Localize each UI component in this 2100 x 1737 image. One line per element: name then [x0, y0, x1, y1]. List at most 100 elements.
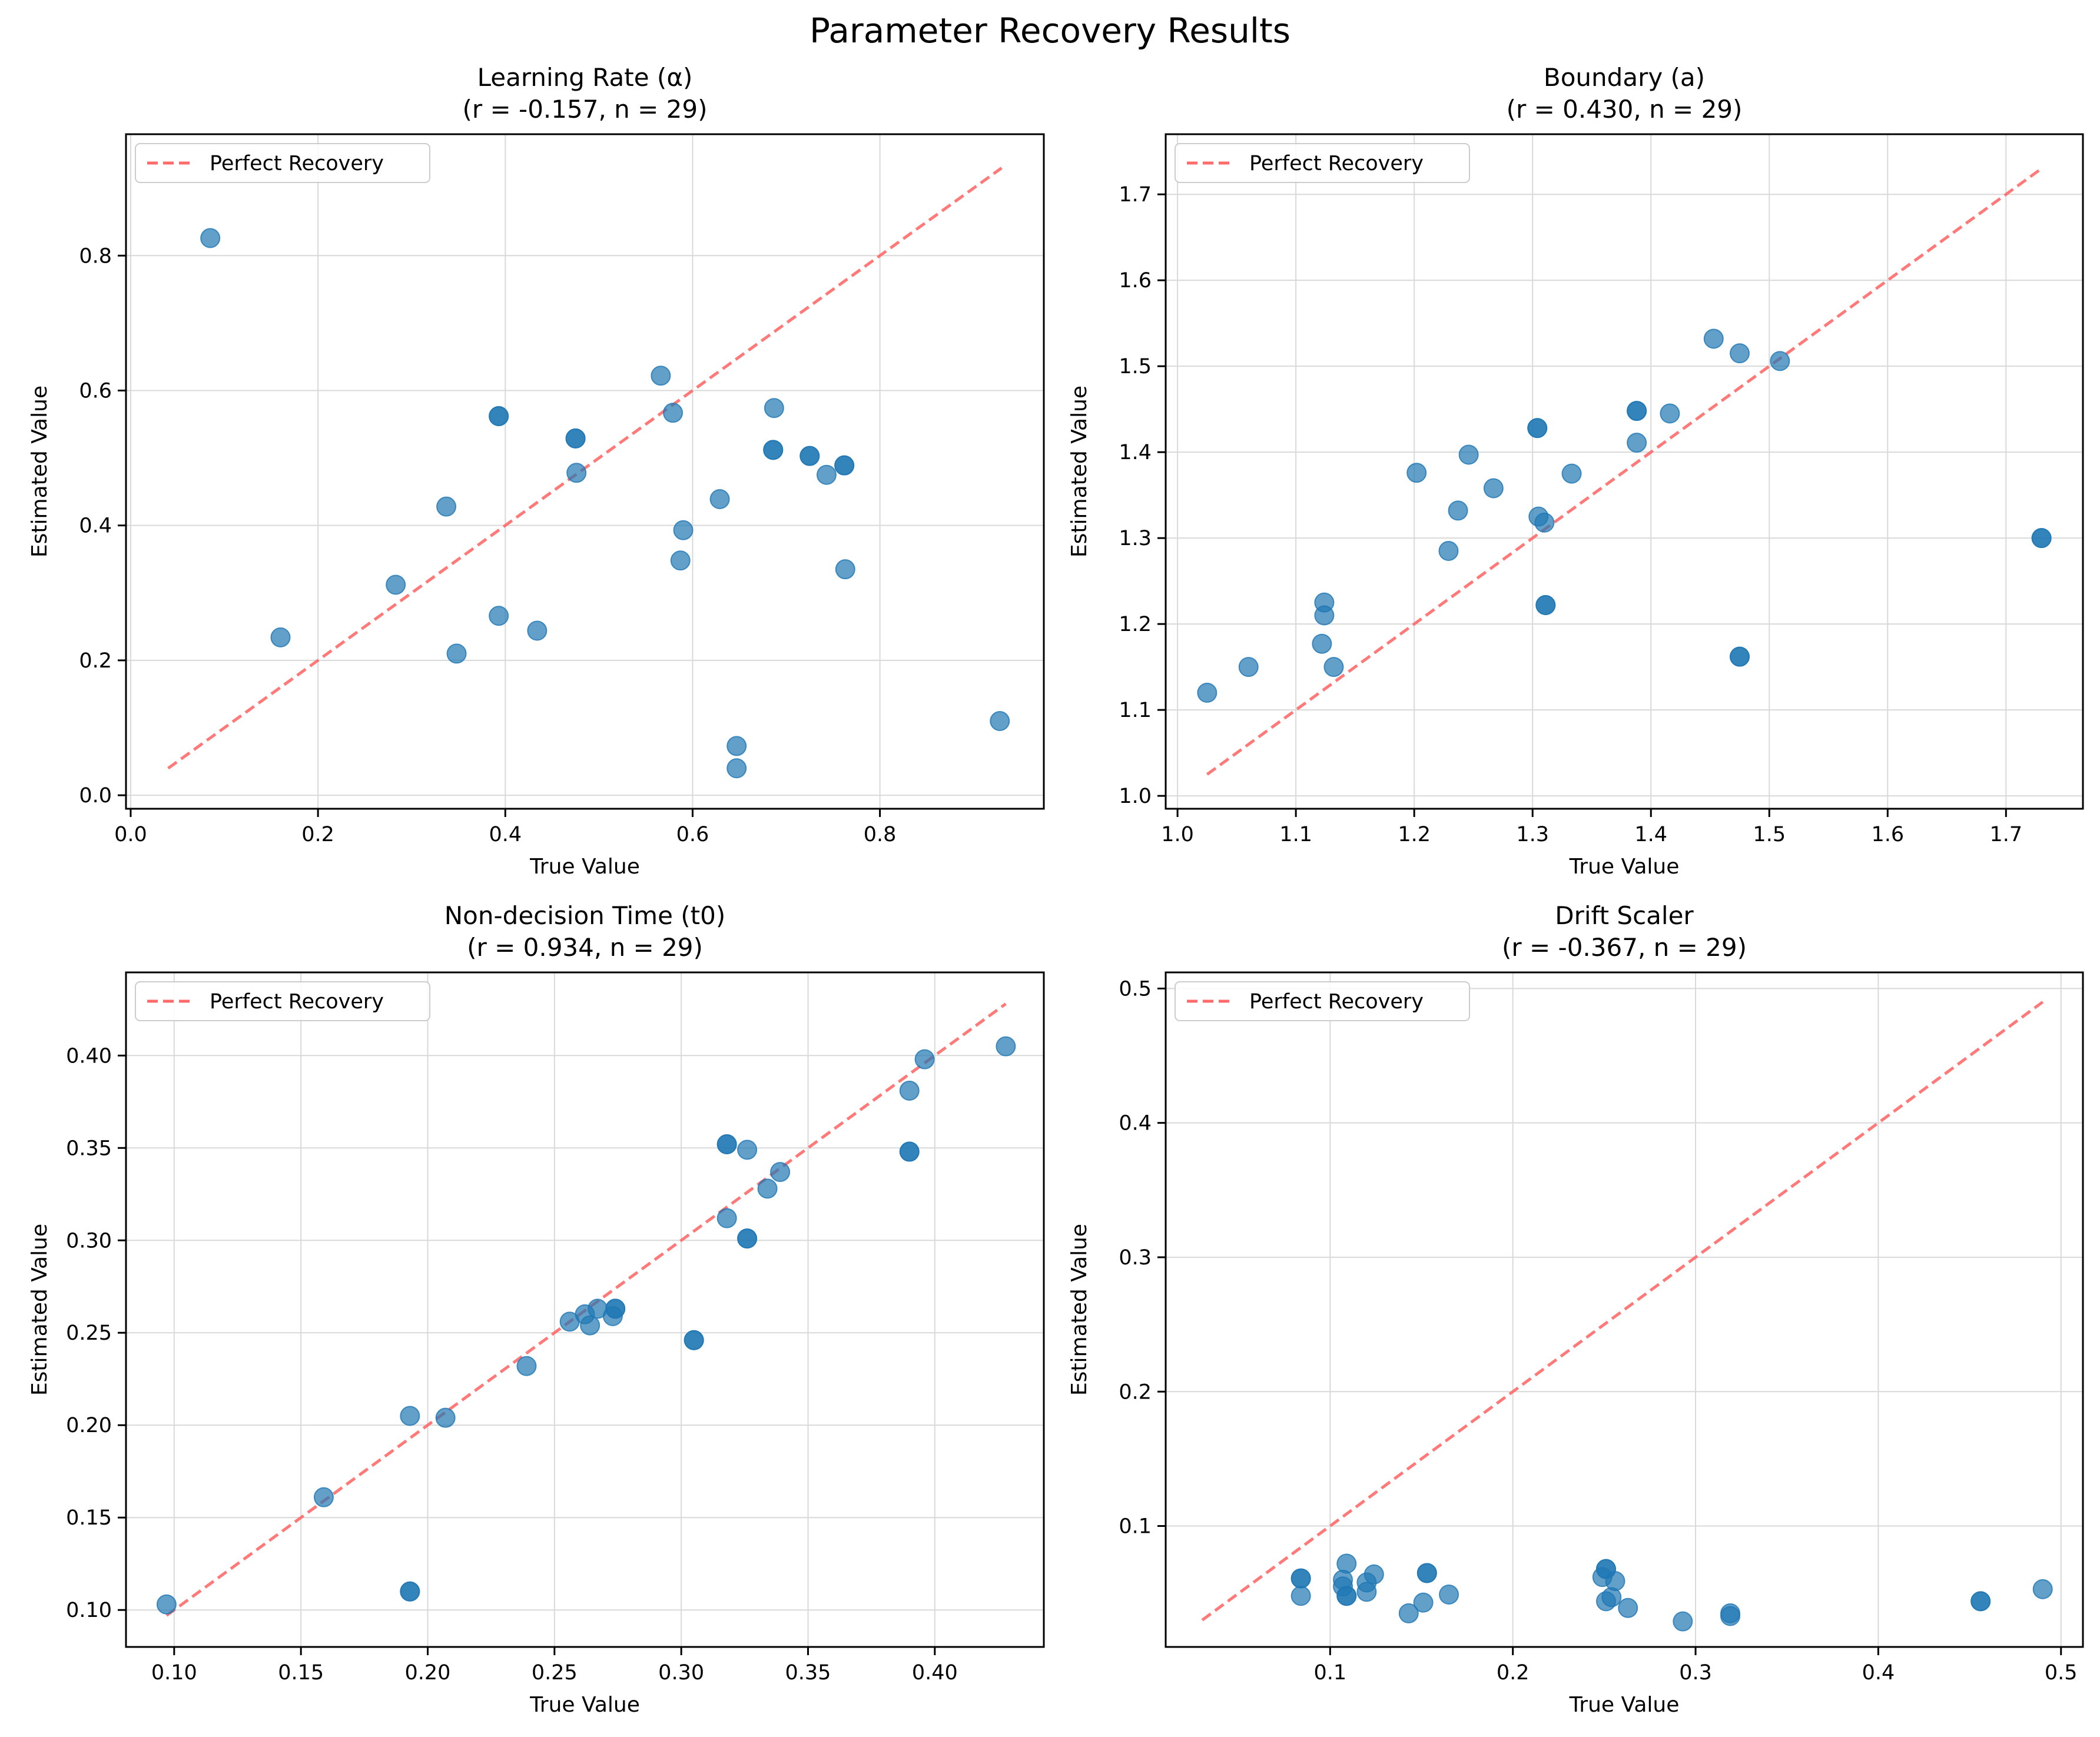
y-axis-label: Estimated Value	[28, 1224, 52, 1396]
chart-subtitle: (r = 0.934, n = 29)	[467, 933, 703, 962]
data-point	[527, 620, 548, 641]
data-point	[1413, 1592, 1434, 1613]
data-point	[1406, 463, 1427, 483]
data-point	[663, 403, 684, 423]
data-point	[1627, 401, 1647, 421]
y-tick-label: 1.1	[1119, 699, 1152, 722]
y-tick-label: 0.25	[66, 1321, 112, 1345]
data-point	[709, 489, 730, 509]
data-point	[1197, 682, 1217, 703]
data-point	[200, 228, 221, 248]
perfect-recovery-line	[165, 1002, 1007, 1617]
x-tick-label: 0.30	[658, 1661, 704, 1685]
data-point	[1703, 328, 1724, 349]
data-point	[763, 440, 784, 460]
plot-frame	[1165, 971, 2084, 1648]
data-point	[757, 1178, 778, 1199]
perfect-recovery-line	[1201, 1001, 2044, 1622]
data-point	[716, 1134, 737, 1154]
y-tick-label: 0.0	[79, 784, 112, 808]
data-point	[1356, 1582, 1377, 1602]
x-tick-label: 1.1	[1279, 823, 1312, 846]
x-tick-label: 1.4	[1634, 823, 1667, 846]
data-point	[651, 366, 671, 386]
data-point	[156, 1594, 177, 1615]
data-point	[726, 736, 747, 756]
data-point	[726, 758, 747, 779]
data-point	[816, 464, 837, 485]
data-point	[1323, 657, 1344, 677]
data-point	[1673, 1611, 1693, 1632]
y-tick-label: 0.40	[66, 1044, 112, 1068]
chart-panel-3: Non-decision Time (t0) (r = 0.934, n = 29…	[28, 901, 1045, 1717]
data-point	[1238, 657, 1259, 677]
chart-panel-1: Learning Rate (α) (r = -0.157, n = 29) 0.0…	[28, 63, 1045, 879]
chart-title: Non-decision Time (t0)	[444, 901, 725, 930]
data-point	[400, 1581, 420, 1602]
y-tick-label: 0.35	[66, 1137, 112, 1160]
data-point	[1660, 403, 1680, 424]
y-tick-label: 0.4	[79, 514, 112, 538]
x-tick-label: 0.5	[2045, 1661, 2078, 1685]
data-point	[764, 398, 784, 419]
data-point	[1312, 633, 1332, 654]
x-tick-label: 1.5	[1753, 823, 1786, 846]
data-point	[799, 446, 820, 466]
legend-label: Perfect Recovery	[210, 152, 384, 175]
chart-subtitle: (r = -0.367, n = 29)	[1502, 933, 1747, 962]
data-point	[670, 550, 691, 571]
chart-subtitle: (r = -0.157, n = 29)	[463, 95, 708, 124]
plot-frame	[125, 971, 1045, 1648]
y-tick-label: 1.3	[1119, 527, 1152, 550]
y-tick-label: 1.5	[1119, 355, 1152, 378]
x-axis-label: True Value	[1569, 855, 1680, 879]
legend-box	[135, 981, 430, 1021]
y-tick-label: 1.6	[1119, 269, 1152, 293]
data-point	[1535, 595, 1556, 616]
chart-subtitle: (r = 0.430, n = 29)	[1507, 95, 1743, 124]
data-point	[1483, 478, 1504, 499]
perfect-recovery-line	[1206, 167, 2043, 776]
data-point	[566, 463, 587, 483]
y-tick-label: 1.7	[1119, 183, 1152, 207]
data-point	[400, 1406, 420, 1426]
legend: Perfect Recovery	[135, 981, 430, 1021]
data-point	[1439, 1584, 1459, 1605]
data-point	[835, 559, 855, 580]
x-tick-label: 0.2	[301, 823, 334, 846]
y-axis-label: Estimated Value	[28, 386, 52, 557]
legend-box	[135, 143, 430, 183]
legend: Perfect Recovery	[135, 143, 430, 183]
y-axis-label: Estimated Value	[1067, 386, 1092, 557]
data-point	[1336, 1586, 1357, 1606]
x-tick-label: 0.40	[912, 1661, 958, 1685]
y-tick-label: 0.1	[1119, 1515, 1152, 1539]
y-tick-label: 0.30	[66, 1229, 112, 1253]
data-point	[1416, 1563, 1437, 1583]
x-tick-label: 0.8	[864, 823, 897, 846]
data-point	[1561, 463, 1582, 484]
x-tick-label: 0.20	[405, 1661, 451, 1685]
data-point	[737, 1228, 758, 1249]
data-point	[1363, 1564, 1384, 1585]
y-tick-label: 1.2	[1119, 613, 1152, 636]
data-point	[1618, 1597, 1638, 1618]
data-point	[313, 1487, 334, 1507]
data-point	[1627, 433, 1647, 453]
chart-title: Learning Rate (α)	[477, 63, 693, 92]
x-tick-label: 0.6	[676, 823, 709, 846]
y-tick-label: 0.3	[1119, 1246, 1152, 1270]
data-point	[446, 643, 467, 664]
data-point	[1730, 343, 1750, 364]
y-tick-label: 0.15	[66, 1506, 112, 1530]
x-tick-label: 1.0	[1161, 823, 1194, 846]
data-point	[1458, 444, 1479, 465]
y-tick-label: 0.5	[1119, 977, 1152, 1001]
data-point	[1290, 1568, 1311, 1589]
data-point	[1314, 605, 1335, 626]
x-tick-label: 0.10	[151, 1661, 197, 1685]
legend-label: Perfect Recovery	[1249, 990, 1424, 1014]
y-tick-label: 0.4	[1119, 1112, 1152, 1135]
data-point	[737, 1140, 758, 1160]
